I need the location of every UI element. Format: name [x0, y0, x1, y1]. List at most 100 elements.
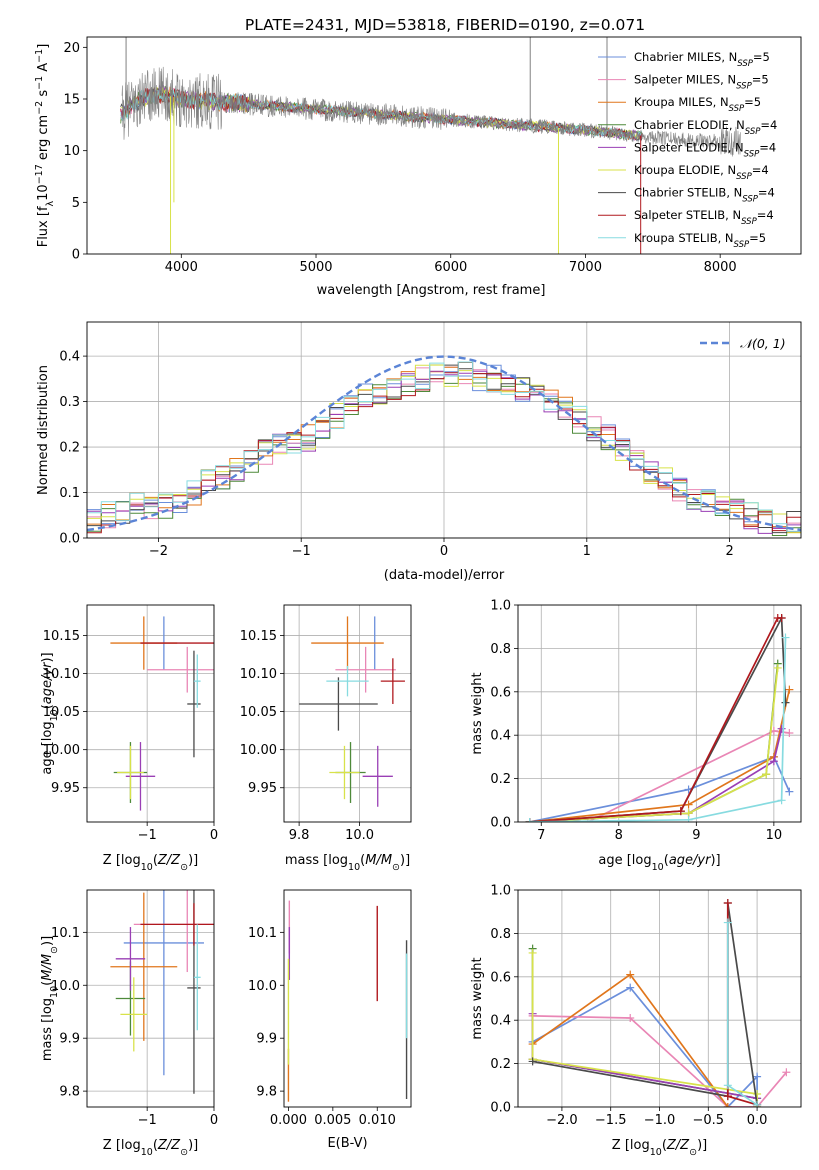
y-tick-label: 10	[63, 144, 80, 159]
y-tick-label: 9.8	[256, 1085, 277, 1100]
y-tick-label: 10.15	[43, 629, 80, 644]
plot-area	[284, 605, 411, 822]
y-tick-label: 0.0	[490, 816, 511, 831]
y-axis-label: mass weight	[470, 672, 485, 754]
weight-marker	[626, 1014, 635, 1023]
weight-line	[531, 948, 758, 1107]
weight-marker	[528, 1057, 537, 1066]
weight-marker	[782, 1068, 791, 1077]
y-tick-label: 0.4	[490, 729, 511, 744]
y-tick-label: 10.15	[240, 629, 277, 644]
legend-label: Kroupa MILES, NSSP=5	[634, 95, 761, 114]
weight-marker	[777, 614, 786, 623]
x-tick-label: 10.0	[345, 828, 374, 843]
y-tick-label: 10.0	[248, 979, 277, 994]
x-tick-label: 0	[210, 1113, 218, 1128]
legend-label: Chabrier STELIB, NSSP=4	[634, 186, 775, 205]
y-tick-label: 20	[63, 41, 80, 56]
weight-marker	[769, 757, 778, 766]
y-tick-label: 10.1	[248, 926, 277, 941]
weight-marker	[785, 787, 794, 796]
x-tick-label: 0.005	[314, 1113, 351, 1128]
figure-title: PLATE=2431, MJD=53818, FIBERID=0190, z=0…	[245, 16, 645, 34]
y-tick-label: 10.00	[43, 743, 80, 758]
x-tick-label: −1.0	[644, 1113, 676, 1128]
y-tick-label: 0.2	[490, 1057, 511, 1072]
y-tick-label: 10.05	[240, 705, 277, 720]
x-tick-label: −2.0	[546, 1113, 578, 1128]
legend-label: Salpeter ELODIE, NSSP=4	[634, 140, 776, 159]
y-tick-label: 15	[63, 93, 80, 108]
weight-marker	[723, 1092, 732, 1101]
legend-label: Chabrier MILES, NSSP=5	[634, 50, 770, 69]
x-tick-label: 0.010	[359, 1113, 396, 1128]
y-tick-label: 0.6	[490, 970, 511, 985]
x-tick-label: 0	[440, 544, 448, 559]
y-tick-label: 9.95	[248, 781, 277, 796]
y-axis-label: Normed distribution	[36, 365, 51, 495]
y-tick-label: 0.2	[59, 441, 80, 456]
x-axis-label: age [log10(age/yr)]	[598, 853, 720, 873]
plot-area	[518, 605, 801, 822]
y-axis-label: age [log10(age/yr)]	[40, 652, 60, 774]
normal-curve	[87, 355, 801, 532]
weight-marker	[626, 983, 635, 992]
axes-frame	[86, 36, 802, 255]
y-tick-label: 5	[72, 196, 80, 211]
x-tick-label: −1	[292, 544, 311, 559]
panel-weight_vs_age: 7 8 9 10 0.0 0.2 0.4 0.6 0.8 1.0 age [log10(age/yr…	[470, 599, 802, 873]
x-tick-label: 0	[210, 828, 218, 843]
x-tick-label: 8	[615, 828, 623, 843]
y-tick-label: 0.8	[490, 642, 511, 657]
weight-marker	[785, 729, 794, 738]
x-tick-label: −1.5	[595, 1113, 627, 1128]
weight-marker	[528, 948, 537, 957]
y-tick-label: 10.05	[43, 705, 80, 720]
panel-age_vs_mass: 9.8 10.0 9.95 10.00 10.05 10.10 10.15 mass [log…	[240, 604, 412, 873]
panel-age_vs_Z: −1 0 9.95 10.00 10.05 10.10 10.15 Z [log10(Z/Z⊙…	[40, 604, 218, 873]
y-tick-label: 10.10	[240, 667, 277, 682]
weight-marker	[723, 918, 732, 927]
weight-line	[529, 689, 791, 822]
axes-frame	[86, 604, 215, 823]
x-tick-label: 2	[725, 544, 733, 559]
weight-line	[532, 986, 758, 1107]
weight-marker	[626, 970, 635, 979]
panel-weight_vs_Z: −2.0 −1.5 −1.0 −0.5 0.0 0.0 0.2 0.4 0.6 0.8 1.0 Z […	[470, 884, 802, 1158]
x-axis-label: wavelength [Angstrom, rest frame]	[317, 283, 546, 298]
legend-label: 𝒩(0, 1)	[740, 336, 786, 351]
weight-line	[529, 637, 787, 822]
weight-marker	[525, 818, 534, 822]
panel-residual_hist: −2 −1 0 1 2 0.0 0.1 0.2 0.3 0.4 𝒩(0, 1) (data-model…	[36, 321, 802, 583]
panel-mass_vs_ebv: 0.000 0.005 0.010 9.8 9.9 10.0 10.1 E(B-V)	[248, 889, 412, 1151]
y-tick-label: 10.10	[43, 667, 80, 682]
y-tick-label: 0	[72, 248, 80, 263]
x-tick-label: 9.8	[289, 828, 310, 843]
weight-marker	[684, 800, 693, 809]
x-tick-label: −0.5	[693, 1113, 725, 1128]
weight-marker	[723, 1081, 732, 1090]
y-tick-label: 9.9	[256, 1032, 277, 1047]
x-axis-label: E(B-V)	[327, 1136, 367, 1151]
x-axis-label: Z [log10(Z/Z⊙)]	[612, 1138, 707, 1158]
y-tick-label: 0.6	[490, 685, 511, 700]
y-tick-label: 1.0	[490, 884, 511, 899]
y-tick-label: 10.0	[51, 979, 80, 994]
y-axis-label: Flux [fλ10−17 erg cm−2 s−1 A−1]	[34, 44, 56, 248]
x-tick-label: 0.0	[747, 1113, 768, 1128]
legend-label: Chabrier ELODIE, NSSP=4	[634, 118, 777, 137]
weight-marker	[781, 698, 790, 707]
axes-frame	[517, 889, 802, 1108]
plot-area	[87, 890, 214, 1107]
x-tick-label: 0.000	[270, 1113, 307, 1128]
y-tick-label: 0.8	[490, 927, 511, 942]
y-tick-label: 0.3	[59, 395, 80, 410]
weight-marker	[753, 1072, 762, 1081]
y-tick-label: 0.4	[59, 350, 80, 365]
y-tick-label: 0.1	[59, 486, 80, 501]
x-tick-label: 10	[766, 828, 783, 843]
x-tick-label: 9	[692, 828, 700, 843]
plot-area	[87, 605, 214, 822]
panel-mass_vs_Z: −1 0 9.8 9.9 10.0 10.1 Z [log10(Z/Z⊙)] mass [lo…	[40, 889, 218, 1158]
